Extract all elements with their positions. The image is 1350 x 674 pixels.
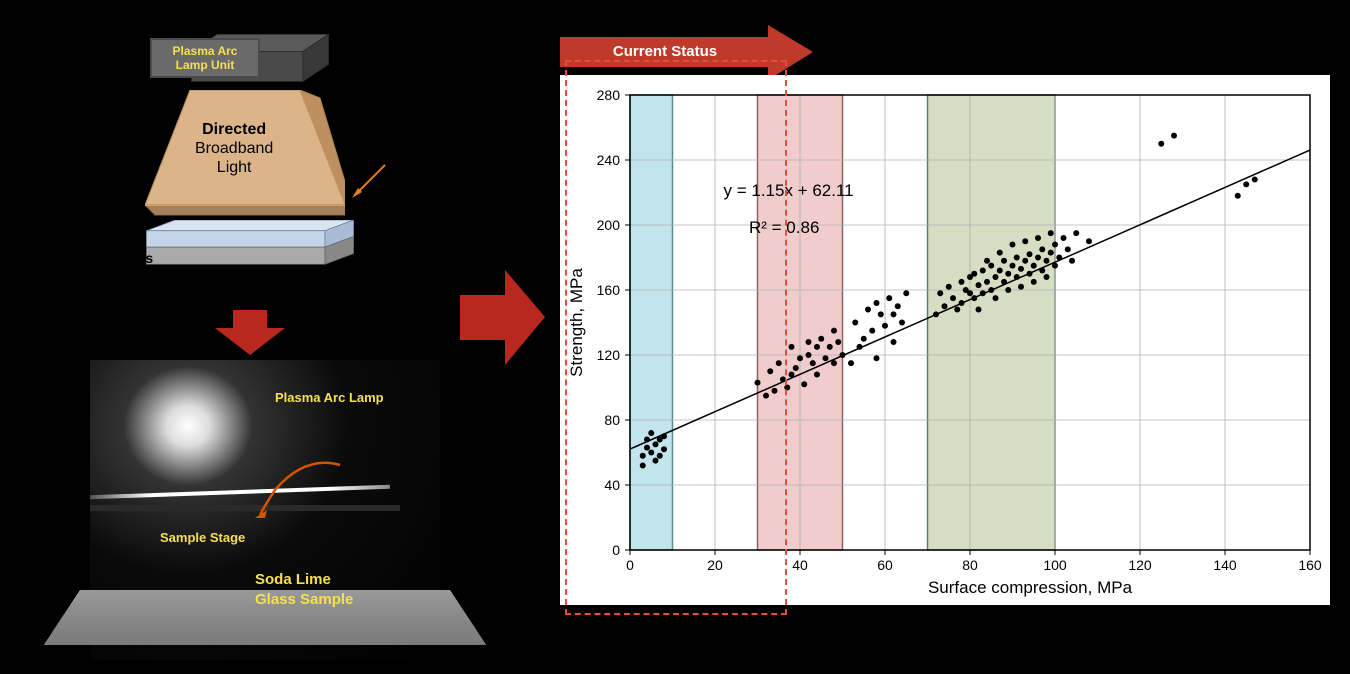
curved-arrow-icon	[255, 460, 345, 520]
lamp-unit-label: Plasma ArcLamp Unit	[150, 38, 260, 78]
svg-text:240: 240	[597, 152, 621, 168]
svg-text:Surface compression, MPa: Surface compression, MPa	[928, 578, 1133, 597]
photo-sample-l1: Soda Lime	[255, 570, 353, 590]
pointer-arrow-icon	[350, 160, 390, 200]
down-arrow-icon	[215, 310, 285, 355]
svg-text:20: 20	[707, 557, 723, 573]
status-header-label: Current Status	[560, 37, 770, 67]
photo-sample-l2: Glass Sample	[255, 590, 353, 610]
status-header: Current Status	[560, 25, 820, 75]
svg-text:R² = 0.86: R² = 0.86	[749, 218, 819, 237]
beam-text: Directed Broadband Light	[195, 120, 273, 178]
svg-text:120: 120	[597, 347, 621, 363]
svg-text:280: 280	[597, 87, 621, 103]
svg-text:100: 100	[1043, 557, 1067, 573]
svg-text:120: 120	[1128, 557, 1152, 573]
chart-svg: 0 20 40 60 80 100 120 140 160 0 40 80 120 160 200 240 28…	[560, 75, 1330, 605]
svg-text:160: 160	[1298, 557, 1322, 573]
photo-stage-label: Sample Stage	[160, 530, 245, 545]
svg-text:40: 40	[604, 477, 620, 493]
svg-text:80: 80	[962, 557, 978, 573]
svg-text:200: 200	[597, 217, 621, 233]
beam-line1: Directed	[195, 120, 273, 139]
beam-line3: Light	[195, 158, 273, 177]
svg-text:0: 0	[612, 542, 620, 558]
photo-stage-edge	[90, 505, 400, 511]
scatter-chart: 0 20 40 60 80 100 120 140 160 0 40 80 120 160 200 240 28…	[560, 75, 1330, 605]
svg-text:60: 60	[877, 557, 893, 573]
apparatus-photo: Plasma Arc Lamp Sample Stage Soda Lime G…	[90, 360, 440, 660]
lamp-unit-label-text: Plasma ArcLamp Unit	[173, 44, 238, 72]
svg-text:Strength, MPa: Strength, MPa	[567, 268, 586, 377]
svg-text:40: 40	[792, 557, 808, 573]
status-arrow-icon	[768, 25, 813, 80]
beam-line2: Broadband	[195, 139, 273, 158]
left-panel: Plasma ArcLamp Unit Directed Broadband L…	[90, 20, 440, 660]
svg-text:160: 160	[597, 282, 621, 298]
photo-sample-label: Soda Lime Glass Sample	[255, 570, 353, 609]
stage-label: Sample Stage	[115, 276, 207, 292]
svg-text:140: 140	[1213, 557, 1237, 573]
glass-label: Glass	[115, 250, 153, 266]
right-arrow-icon	[460, 270, 545, 365]
svg-text:0: 0	[626, 557, 634, 573]
apparatus-diagram: Plasma ArcLamp Unit Directed Broadband L…	[90, 20, 390, 310]
svg-text:y = 1.15x + 62.11: y = 1.15x + 62.11	[724, 181, 854, 200]
photo-lamp-label: Plasma Arc Lamp	[275, 390, 384, 405]
svg-text:80: 80	[604, 412, 620, 428]
